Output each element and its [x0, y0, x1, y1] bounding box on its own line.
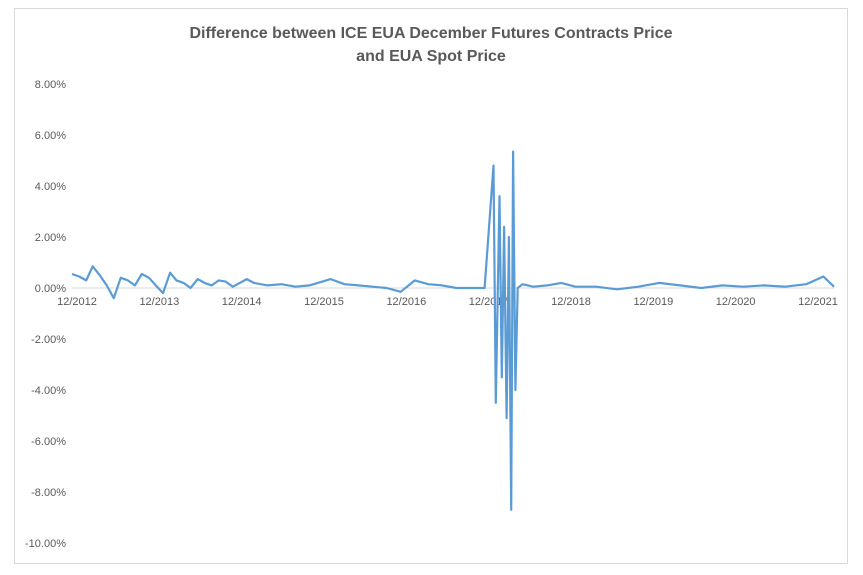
- x-tick-label: 12/2015: [304, 296, 344, 308]
- x-tick-label: 12/2016: [386, 296, 426, 308]
- x-tick-label-bg: [53, 294, 101, 308]
- y-tick-label: 4.00%: [35, 181, 66, 193]
- x-tick-label: 12/2021: [798, 296, 838, 308]
- x-tick-label-bg: [547, 294, 595, 308]
- y-tick-label: 2.00%: [35, 232, 66, 244]
- x-tick-label-bg: [300, 294, 348, 308]
- y-tick-label: -6.00%: [31, 436, 66, 448]
- x-tick-label: 12/2019: [633, 296, 673, 308]
- chart-title-line-2: and EUA Spot Price: [356, 48, 506, 65]
- x-tick-label: 12/2020: [716, 296, 756, 308]
- y-tick-label: 0.00%: [35, 283, 66, 295]
- x-tick-label-bg: [135, 294, 184, 308]
- y-tick-label: -2.00%: [31, 334, 66, 346]
- x-tick-label: 12/2013: [139, 296, 179, 308]
- series-line: [71, 150, 835, 511]
- x-tick-label-bg: [794, 294, 842, 308]
- x-tick-label-bg: [217, 294, 266, 308]
- x-tick-label-bg: [629, 294, 678, 308]
- x-tick-label-bg: [711, 294, 760, 308]
- x-tick-label: 12/2012: [57, 296, 97, 308]
- x-tick-label-bg: [382, 294, 431, 308]
- y-tick-label: -4.00%: [31, 385, 66, 397]
- y-tick-label: 8.00%: [35, 79, 66, 91]
- y-tick-label: -10.00%: [25, 538, 66, 550]
- y-tick-label: 6.00%: [35, 130, 66, 142]
- chart-title-line-1: Difference between ICE EUA December Futu…: [189, 25, 673, 42]
- chart-title: Difference between ICE EUA December Futu…: [14, 22, 848, 68]
- y-tick-label: -8.00%: [31, 487, 66, 499]
- x-tick-label: 12/2014: [222, 296, 262, 308]
- x-tick-label: 12/2018: [551, 296, 591, 308]
